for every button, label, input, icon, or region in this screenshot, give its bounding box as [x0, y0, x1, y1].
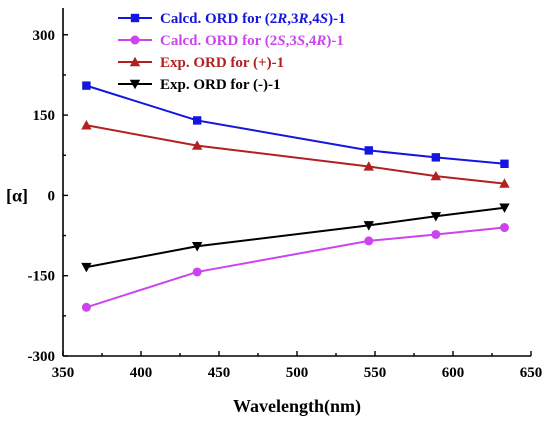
- series-4: [81, 203, 510, 273]
- data-point: [364, 146, 373, 155]
- data-point: [363, 161, 374, 171]
- data-point: [500, 159, 509, 168]
- y-tick-label: -150: [28, 269, 56, 285]
- x-tick-label: 350: [52, 365, 75, 381]
- y-tick-label: 150: [33, 108, 56, 124]
- y-tick-label: 300: [33, 28, 56, 44]
- legend-label: Calcd. ORD for (2R,3R,4S)-1: [160, 11, 346, 27]
- data-point: [430, 170, 442, 181]
- data-point: [192, 116, 202, 125]
- data-point: [499, 223, 509, 233]
- data-point: [82, 81, 91, 90]
- x-axis-title: Wavelength(nm): [233, 396, 361, 417]
- x-tick-label: 450: [208, 365, 231, 381]
- x-tick-label: 650: [520, 365, 543, 381]
- legend-label: Exp. ORD for (-)-1: [160, 77, 281, 93]
- legend-label: Calcd. ORD for (2S,3S,4R)-1: [160, 33, 344, 49]
- legend-entry-4: Exp. ORD for (-)-1: [118, 77, 281, 93]
- y-axis-title: [α]: [6, 185, 28, 205]
- x-tick-label: 600: [442, 365, 465, 381]
- legend-label: Exp. ORD for (+)-1: [160, 55, 284, 71]
- data-point: [431, 229, 441, 239]
- data-point: [81, 120, 92, 130]
- series-line: [86, 84, 505, 165]
- y-tick-label: -300: [28, 349, 56, 365]
- data-point: [363, 221, 374, 231]
- legend-entry-2: Calcd. ORD for (2S,3S,4R)-1: [118, 33, 344, 49]
- data-point: [192, 267, 202, 277]
- series-3: [81, 120, 510, 188]
- legend: Calcd. ORD for (2R,3R,4S)-1 Calcd. ORD fo…: [118, 11, 346, 93]
- series-line: [86, 206, 505, 269]
- x-tick-label: 400: [130, 365, 153, 381]
- data-point: [191, 140, 203, 150]
- data-point: [129, 56, 141, 67]
- series-line: [86, 124, 505, 185]
- data-point: [430, 212, 442, 222]
- x-tick-label: 550: [364, 365, 387, 381]
- data-point: [191, 242, 203, 252]
- data-point: [81, 302, 91, 312]
- y-tick-label: 0: [48, 188, 56, 204]
- series-line: [86, 226, 505, 309]
- legend-entry-3: Exp. ORD for (+)-1: [118, 55, 284, 71]
- data-point: [499, 178, 510, 188]
- data-point: [499, 203, 510, 213]
- plot-area: [81, 81, 510, 312]
- data-point: [364, 236, 374, 246]
- data-point: [81, 262, 92, 273]
- data-point: [130, 13, 140, 23]
- data-point: [431, 153, 441, 162]
- x-tick-label: 500: [286, 365, 309, 381]
- series-2: [81, 223, 509, 312]
- data-point: [129, 79, 141, 90]
- axes: 350 400 450 500 550 600 650 -300 -150 0 150 300: [28, 8, 543, 381]
- legend-entry-1: Calcd. ORD for (2R,3R,4S)-1: [118, 11, 346, 27]
- data-point: [130, 35, 140, 45]
- series-1: [82, 81, 509, 168]
